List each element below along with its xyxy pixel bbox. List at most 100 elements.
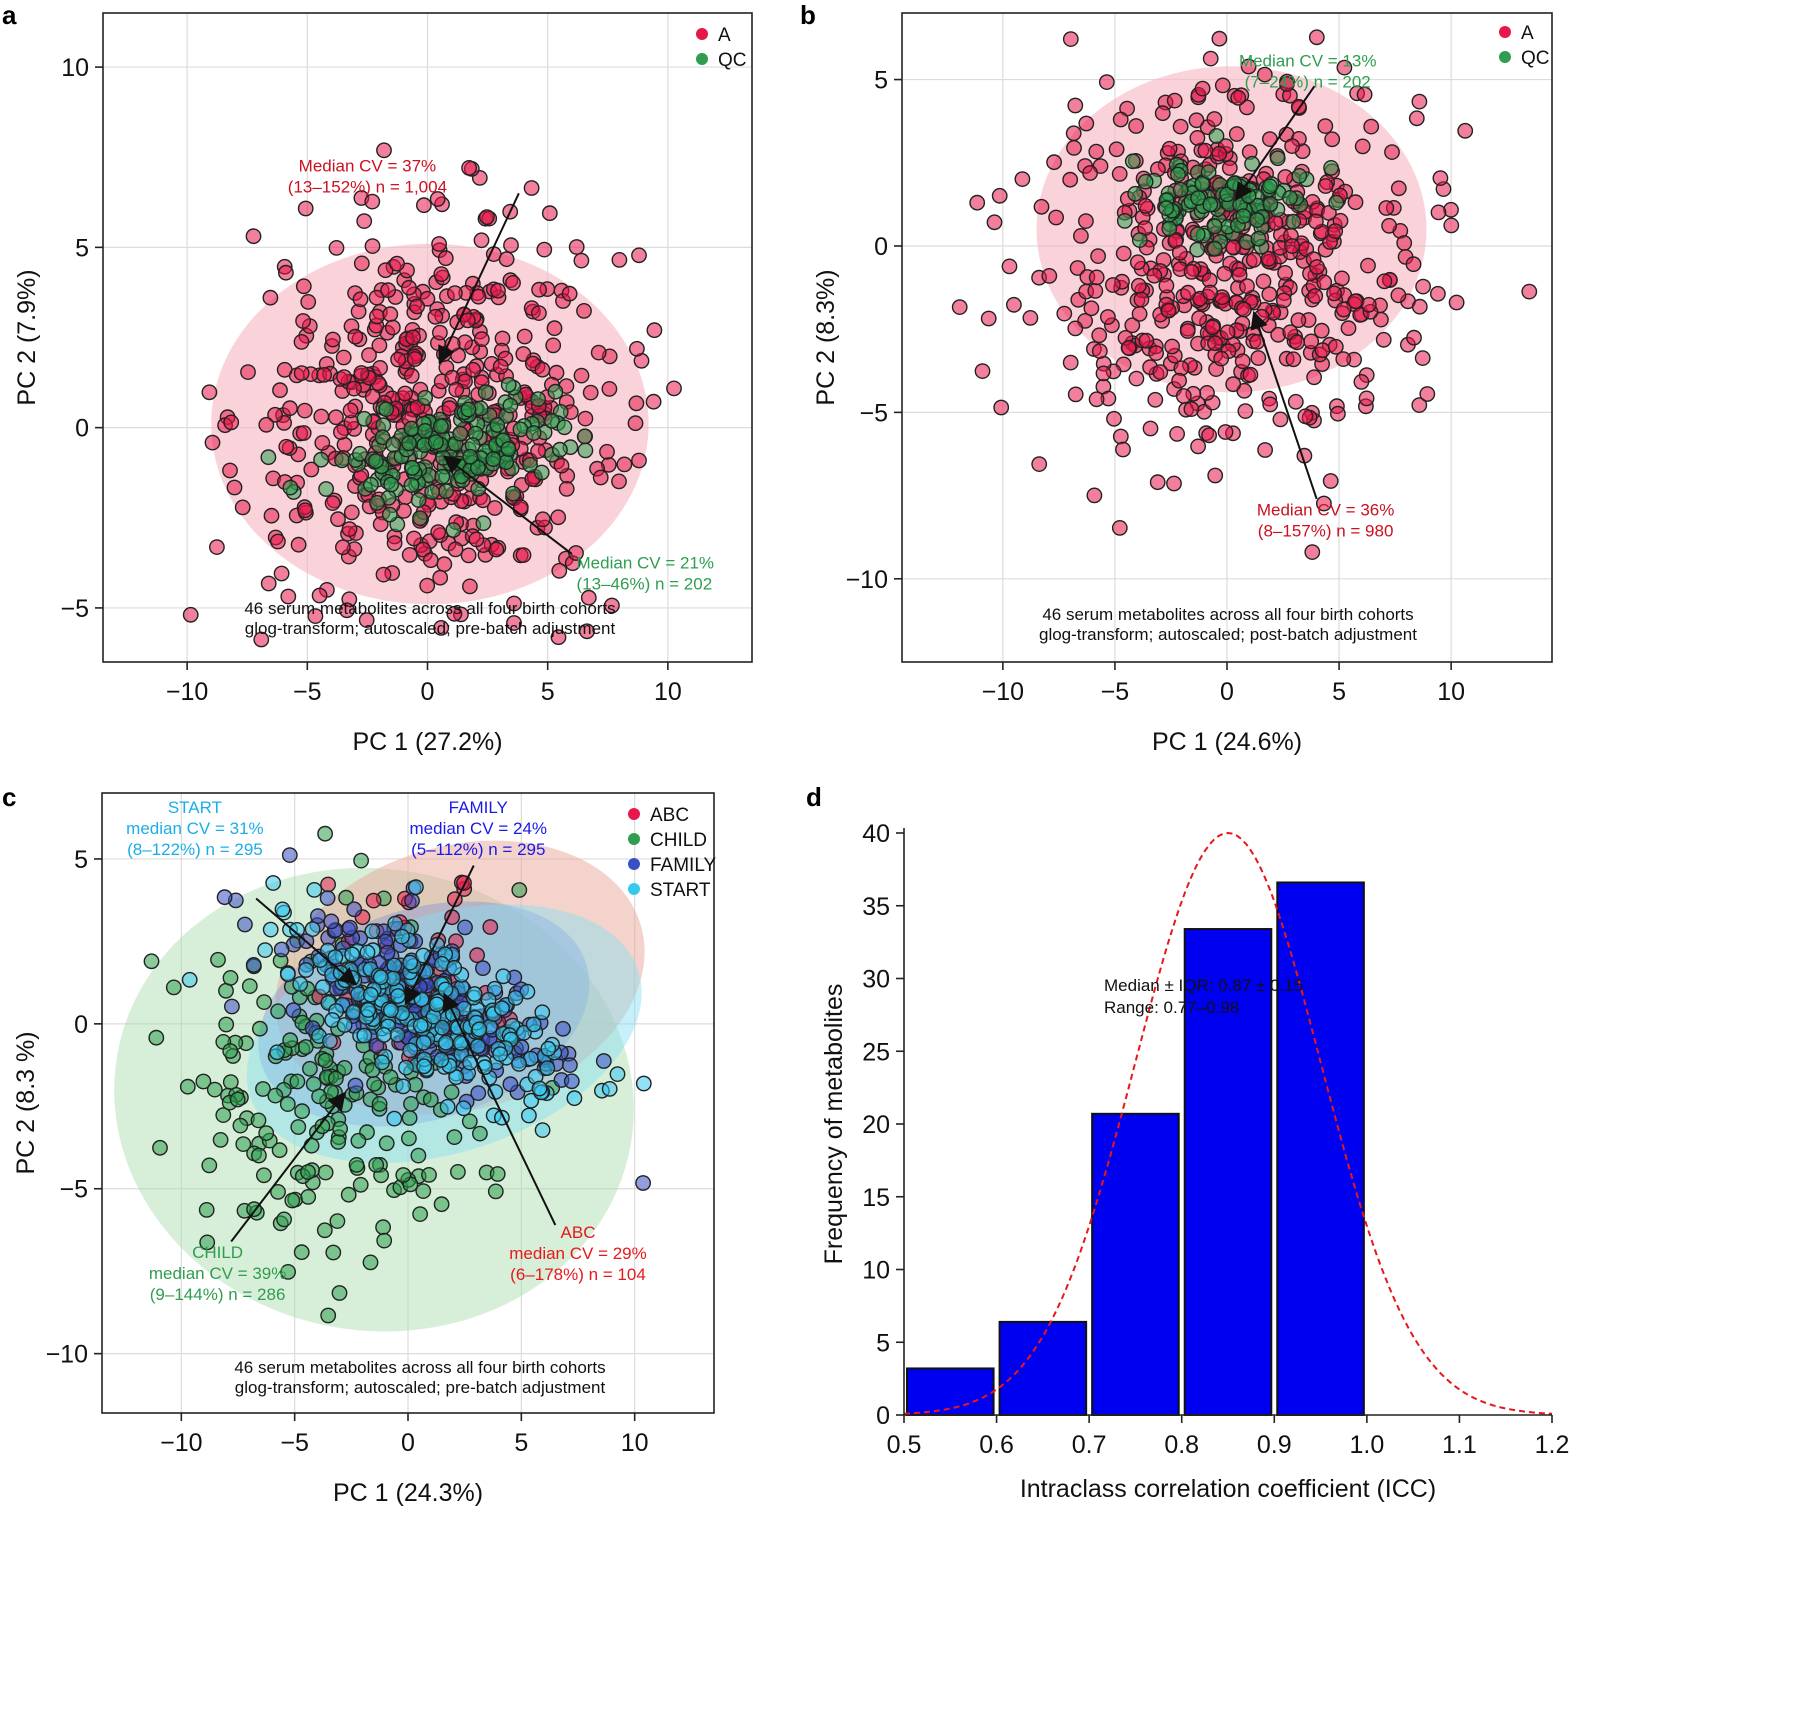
data-point-child [222,1043,239,1059]
data-point-a [1378,200,1395,216]
normal-fit-curve [903,831,1553,1415]
data-point-a [573,367,590,384]
data-point-a [380,282,396,299]
data-point-a [269,533,286,550]
panel-a: −10 −5 0 5 10 −5 0 5 10 PC 1 (27.2%) PC 2 (7.9%) a A… [2,0,753,756]
data-point-child [212,1132,229,1148]
data-point-a [431,324,448,341]
data-point-start [412,1017,429,1034]
data-point-qc [556,419,573,436]
data-point-a [1088,391,1105,408]
data-point-child [267,1087,284,1104]
data-point-a [1356,86,1373,103]
data-point-a [1313,322,1330,339]
data-point-start [494,1000,510,1017]
data-point-child [378,1135,395,1152]
x-tick-label: −5 [280,1429,309,1457]
data-point-start [304,921,321,937]
y-tick-label: −5 [859,399,888,427]
x-tick-label: 10 [621,1429,649,1457]
data-point-a [580,589,597,606]
data-point-a [599,443,615,460]
data-point-a [364,193,381,210]
data-point-start [389,1026,406,1043]
data-point-child [232,1117,249,1134]
data-point-qc [552,441,568,458]
data-point-a [262,289,279,306]
panel-letter: c [2,782,16,812]
annotation-text: (6–178%) n = 104 [510,1265,646,1284]
data-point-a [1314,342,1331,359]
data-point-child [300,1189,317,1205]
data-point-qc [1116,212,1133,229]
data-point-child [152,1139,168,1156]
data-point-a [974,363,991,379]
data-point-start [312,952,328,968]
data-point-a [1285,351,1302,368]
data-point-a [1062,31,1079,47]
data-point-qc [1194,175,1211,192]
data-point-a [1062,354,1079,371]
data-point-a [267,406,283,423]
data-point-a [1147,391,1164,408]
data-point-a [1091,327,1108,344]
data-point-a [1340,320,1357,337]
data-point-child [297,1039,314,1055]
data-point-qc [1235,208,1252,225]
data-point-start [292,976,309,992]
data-point-a [1275,292,1292,309]
data-point-start [362,986,379,1003]
data-point-qc [475,515,492,532]
data-point-start [336,1017,353,1033]
data-point-a [1430,285,1446,302]
data-point-a [1154,105,1171,122]
data-point-a [272,382,288,399]
data-point-start [466,986,483,1002]
data-point-a [335,349,352,366]
data-point-a [550,509,567,526]
data-point-qc [1206,218,1223,235]
data-point-qc [362,476,379,493]
data-point-start [566,1090,583,1107]
data-point-a [490,282,506,299]
annotation-arrow [255,897,358,986]
data-point-start [511,1056,527,1072]
data-point-a [1272,411,1289,428]
data-point-a [553,457,570,474]
data-point-a [1289,334,1306,351]
annotation-text: Median CV = 36% [1257,501,1395,520]
data-point-a [980,310,997,327]
data-point-a [1360,257,1376,274]
data-point-a [516,328,533,345]
data-point-a [405,329,421,346]
data-point-a [384,319,401,336]
data-point-family [635,1175,651,1191]
data-point-qc [434,468,451,485]
data-point-a [1105,277,1121,293]
data-point-qc [1323,159,1340,176]
data-point-child [443,1084,460,1101]
data-point-start [257,942,273,958]
y-tick-label: 0 [75,415,89,443]
data-point-child [311,1088,327,1105]
y-tick-label: 15 [862,1184,890,1212]
data-point-a [582,384,599,401]
y-tick-label: 5 [874,67,888,95]
data-point-qc [1249,212,1266,229]
data-point-start [395,1078,412,1095]
data-point-a [1221,160,1238,176]
data-point-start [372,969,389,986]
x-tick-label: −10 [982,678,1024,706]
data-point-family [563,1073,580,1090]
data-point-a [461,578,478,595]
data-point-start [298,962,314,978]
data-point-a [1448,294,1465,311]
annotation-text: median CV = 24% [410,819,548,838]
data-point-qc [351,445,368,462]
data-point-start [469,1038,486,1055]
y-tick-label: −10 [46,1341,88,1369]
data-point-abc [456,875,472,891]
data-point-a [222,462,238,479]
data-point-a [1219,324,1236,341]
data-point-a [1216,265,1233,282]
